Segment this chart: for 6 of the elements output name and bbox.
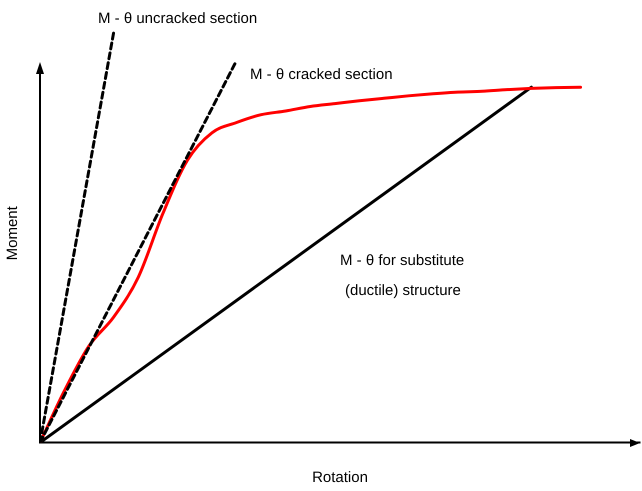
annotation: (ductile) structure [345, 282, 461, 300]
y-axis-title: Moment [4, 205, 22, 260]
annotation: M - θ cracked section [250, 66, 393, 84]
annotation: M - θ for substitute [340, 252, 464, 270]
text: M - θ uncracked section [98, 10, 258, 28]
x-axis-title: Rotation [312, 469, 368, 486]
